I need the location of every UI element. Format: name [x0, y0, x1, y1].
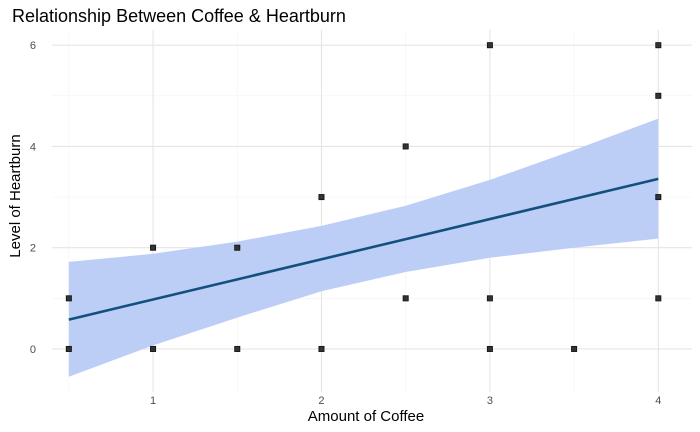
- data-point: [655, 295, 662, 302]
- data-point: [655, 92, 662, 99]
- x-tick-labels: 1 2 3 4: [150, 395, 661, 407]
- y-tick-label: 6: [30, 40, 36, 52]
- y-tick-label: 0: [30, 344, 36, 356]
- data-point: [402, 295, 409, 302]
- data-point: [486, 42, 493, 49]
- x-axis-title: Amount of Coffee: [308, 408, 424, 425]
- x-tick-label: 1: [150, 395, 156, 407]
- data-point: [318, 194, 325, 201]
- confidence-band: [68, 118, 659, 377]
- data-point: [150, 345, 157, 352]
- data-point: [402, 143, 409, 150]
- data-point: [65, 295, 72, 302]
- fit-line: [68, 177, 659, 321]
- y-tick-label: 2: [30, 243, 36, 255]
- data-point: [486, 345, 493, 352]
- data-point: [655, 42, 662, 49]
- data-point: [234, 345, 241, 352]
- data-point: [150, 244, 157, 251]
- chart-title: Relationship Between Coffee & Heartburn: [12, 6, 346, 26]
- y-tick-label: 4: [30, 141, 36, 153]
- data-point: [571, 345, 578, 352]
- y-axis-title: Level of Heartburn: [7, 134, 24, 257]
- y-tick-labels: 0 2 4 6: [30, 40, 36, 356]
- data-point: [655, 194, 662, 201]
- data-point: [486, 295, 493, 302]
- x-tick-label: 2: [318, 395, 324, 407]
- x-tick-label: 4: [655, 395, 661, 407]
- x-tick-label: 3: [487, 395, 493, 407]
- data-point: [318, 345, 325, 352]
- data-point: [65, 345, 72, 352]
- data-point: [234, 244, 241, 251]
- data-points: [65, 42, 662, 352]
